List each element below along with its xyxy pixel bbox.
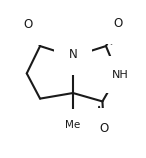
Text: O: O: [24, 18, 33, 31]
Text: N: N: [69, 48, 77, 61]
Text: Me: Me: [65, 120, 81, 130]
Text: O: O: [99, 122, 108, 135]
Text: O: O: [113, 17, 122, 30]
Text: NH: NH: [112, 70, 129, 80]
